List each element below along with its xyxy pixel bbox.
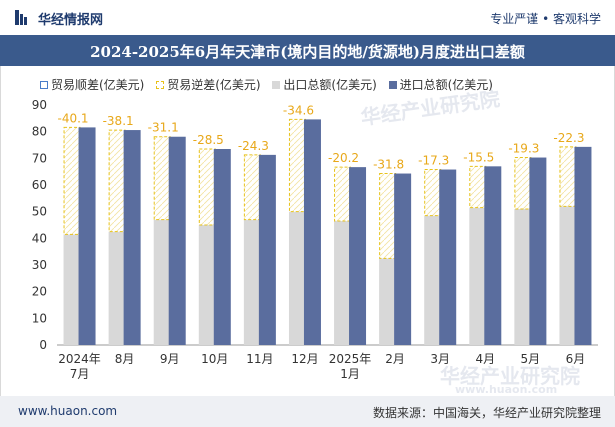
- x-tick-label: 11月: [246, 352, 273, 366]
- export-bar: [63, 234, 81, 345]
- y-tick-label: 10: [32, 311, 47, 325]
- brand-tagline: 专业严谨 • 客观科学: [490, 12, 601, 26]
- footer-source: 数据来源：中国海关，华经产业研究院整理: [372, 406, 601, 420]
- chart-legend: 贸易顺差(亿美元) 贸易逆差(亿美元) 出口总额(亿美元) 进口总额(亿美元): [40, 76, 501, 92]
- deficit-bar: [198, 148, 216, 226]
- legend-export-label: 出口总额(亿美元): [283, 78, 377, 92]
- deficit-bar: [243, 154, 261, 221]
- x-tick-label: 2月: [385, 352, 405, 366]
- x-tick-label: 4月: [475, 352, 495, 366]
- legend-deficit: 贸易逆差(亿美元): [156, 76, 261, 93]
- legend-deficit-label: 贸易逆差(亿美元): [167, 78, 261, 92]
- import-bar: [78, 127, 96, 346]
- deficit-bar: [108, 129, 126, 233]
- deficit-value-label: -31.1: [148, 121, 179, 135]
- import-bar: [529, 157, 547, 345]
- y-tick-label: 0: [39, 338, 47, 352]
- export-bar: [153, 219, 171, 345]
- x-tick-label: 9月: [160, 352, 180, 366]
- top-bar: 华经情报网 专业严谨 • 客观科学: [0, 0, 615, 35]
- y-tick-label: 40: [32, 231, 47, 245]
- deficit-bar: [559, 146, 577, 207]
- deficit-value-label: -38.1: [103, 114, 134, 128]
- legend-surplus-label: 贸易顺差(亿美元): [51, 78, 145, 92]
- deficit-bar: [153, 136, 171, 221]
- deficit-value-label: -17.3: [418, 154, 449, 168]
- deficit-bar: [514, 157, 532, 210]
- deficit-bar: [469, 165, 487, 209]
- x-tick-label: 6月: [566, 352, 586, 366]
- x-tick-label: 2025年: [329, 352, 372, 366]
- legend-surplus-swatch: [40, 81, 48, 89]
- import-bar: [439, 169, 457, 345]
- deficit-value-label: -40.1: [58, 111, 89, 125]
- import-bar: [303, 119, 321, 346]
- y-tick-label: 80: [32, 125, 47, 139]
- brand-name: 华经情报网: [38, 13, 104, 28]
- export-bar: [108, 231, 126, 345]
- deficit-value-label: -28.5: [193, 133, 224, 147]
- deficit-value-label: -20.2: [328, 151, 359, 165]
- legend-deficit-swatch: [156, 81, 165, 89]
- export-bar: [334, 221, 352, 345]
- import-bar: [123, 130, 141, 345]
- export-bar: [288, 211, 306, 345]
- y-tick-label: 60: [32, 178, 47, 192]
- export-bar: [559, 206, 577, 345]
- deficit-bar: [334, 166, 352, 222]
- x-tick-label: 3月: [430, 352, 450, 366]
- deficit-bar: [379, 173, 397, 259]
- legend-export-swatch: [272, 81, 281, 89]
- chart-title: 2024-2025年6月年天津市(境内目的地/货源地)月度进出口差额: [90, 43, 525, 61]
- watermark-url: www.huaon.com: [455, 383, 558, 396]
- export-bar: [198, 225, 216, 345]
- watermark-text-2: 华经产业研究院: [440, 364, 580, 388]
- import-bar: [574, 146, 592, 345]
- x-tick-label: 12月: [291, 352, 318, 366]
- x-tick-label: 1月: [340, 367, 360, 381]
- footer-site: www.huaon.com: [18, 404, 118, 418]
- legend-surplus: 贸易顺差(亿美元): [40, 76, 144, 93]
- export-bar: [469, 207, 487, 345]
- import-bar: [349, 167, 367, 345]
- import-bar: [394, 173, 412, 345]
- deficit-bar: [63, 126, 81, 235]
- y-tick-label: 30: [32, 258, 47, 272]
- export-bar: [243, 219, 261, 345]
- y-tick-label: 20: [32, 285, 47, 299]
- legend-import: 进口总额(亿美元): [388, 76, 493, 93]
- x-tick-label: 7月: [70, 367, 90, 381]
- legend-export: 出口总额(亿美元): [272, 76, 377, 93]
- deficit-value-label: -24.3: [238, 139, 269, 153]
- y-tick-label: 70: [32, 151, 47, 165]
- export-bar: [514, 209, 532, 345]
- logo-icon: [15, 10, 27, 25]
- export-bar: [379, 258, 397, 345]
- x-tick-label: 8月: [115, 352, 135, 366]
- legend-import-swatch: [388, 81, 397, 89]
- footer-bar: www.huaon.com 数据来源：中国海关，华经产业研究院整理: [0, 396, 615, 427]
- import-bar: [168, 136, 186, 345]
- x-tick-label: 2024年: [58, 352, 101, 366]
- export-bar: [424, 215, 442, 345]
- deficit-bar: [288, 118, 306, 213]
- deficit-value-label: -22.3: [553, 131, 584, 145]
- deficit-value-label: -15.5: [463, 150, 494, 164]
- y-tick-label: 90: [32, 98, 47, 112]
- deficit-value-label: -19.3: [508, 142, 539, 156]
- deficit-value-label: -34.6: [283, 103, 314, 117]
- import-bar: [213, 149, 231, 345]
- x-tick-label: 10月: [201, 352, 228, 366]
- deficit-value-label: -31.8: [373, 158, 404, 172]
- legend-import-label: 进口总额(亿美元): [399, 78, 493, 92]
- import-bar: [484, 166, 502, 345]
- x-tick-label: 5月: [521, 352, 541, 366]
- y-tick-label: 50: [32, 205, 47, 219]
- title-bar: 2024-2025年6月年天津市(境内目的地/货源地)月度进出口差额: [0, 35, 615, 66]
- import-bar: [258, 154, 276, 345]
- deficit-bar: [424, 169, 442, 217]
